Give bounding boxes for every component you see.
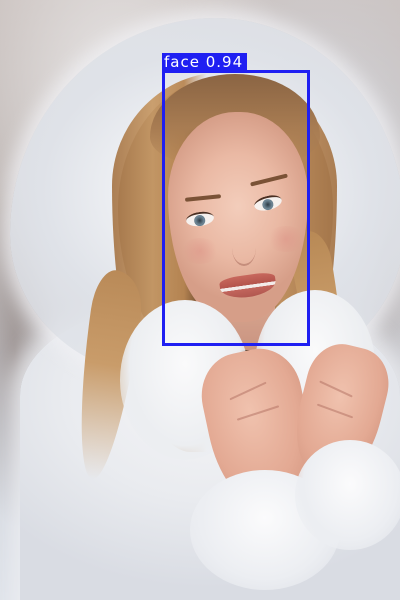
- detection-class-label: face: [164, 53, 200, 71]
- detection-confidence: 0.94: [205, 53, 244, 71]
- right-cheek: [266, 226, 306, 252]
- fur-cuff-right: [295, 440, 400, 550]
- nose: [232, 230, 256, 266]
- face-detection-label: face 0.94: [162, 53, 248, 72]
- left-cheek: [180, 238, 220, 264]
- face-detection-box: [162, 70, 310, 346]
